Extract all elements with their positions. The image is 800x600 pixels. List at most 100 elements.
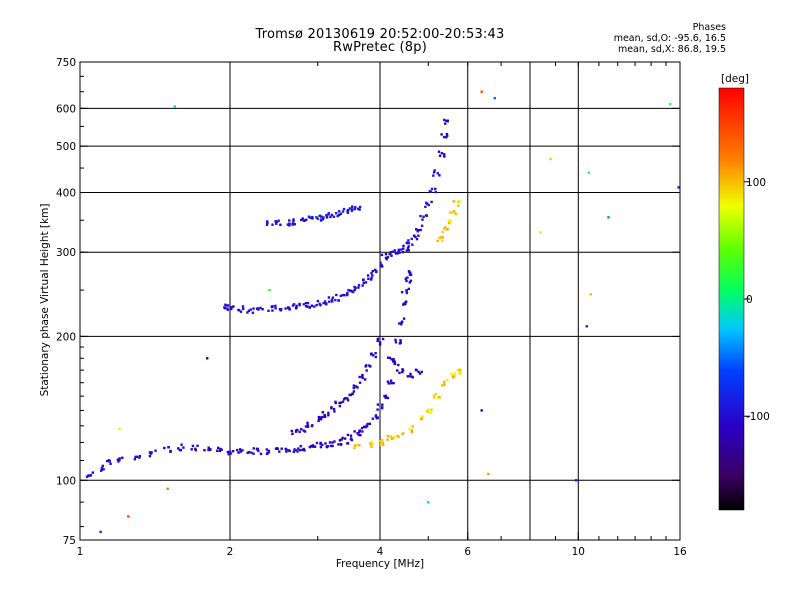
y-tick-label: 200	[56, 331, 76, 343]
y-tick-label: 100	[56, 475, 76, 487]
data-point	[389, 435, 392, 438]
data-point	[417, 234, 420, 237]
data-point	[419, 214, 422, 218]
data-point	[325, 216, 329, 219]
data-point	[292, 303, 296, 306]
data-point	[433, 169, 436, 172]
data-point	[311, 217, 314, 220]
data-point	[278, 450, 281, 453]
data-point	[385, 396, 388, 399]
data-point	[585, 325, 588, 328]
data-point	[256, 448, 259, 451]
y-tick-label: 400	[56, 187, 76, 199]
data-point	[277, 219, 280, 222]
data-point	[353, 288, 356, 292]
data-point	[342, 207, 346, 211]
data-point	[290, 429, 293, 433]
data-point	[327, 414, 330, 417]
data-point	[587, 171, 590, 174]
data-point	[453, 374, 456, 378]
data-point	[330, 298, 334, 302]
chart-title: Tromsø 20130619 20:52:00-20:53:43	[255, 27, 505, 42]
data-point	[241, 449, 244, 452]
data-point	[355, 443, 358, 446]
data-point	[371, 444, 374, 447]
data-point	[291, 223, 294, 226]
data-point	[109, 462, 112, 465]
data-point	[410, 237, 413, 241]
data-point	[355, 385, 358, 388]
data-point	[308, 305, 311, 309]
data-point	[274, 220, 277, 223]
data-point	[391, 250, 394, 253]
data-point	[352, 290, 355, 294]
data-point	[381, 439, 384, 442]
data-point	[344, 437, 347, 440]
data-point	[298, 430, 301, 434]
data-point	[323, 415, 327, 418]
data-point	[418, 372, 422, 375]
data-point	[397, 363, 400, 367]
data-point	[442, 383, 446, 386]
data-point	[445, 119, 448, 122]
data-point	[396, 369, 399, 372]
data-point	[322, 216, 325, 219]
data-point	[237, 309, 241, 312]
data-point	[446, 228, 449, 231]
data-point	[414, 235, 417, 239]
data-point	[251, 311, 255, 314]
data-point	[302, 429, 305, 432]
data-point	[106, 459, 109, 463]
data-point	[376, 408, 379, 411]
data-point	[368, 422, 372, 425]
data-point	[353, 430, 356, 433]
data-point	[339, 294, 342, 297]
data-point	[362, 281, 365, 285]
data-point	[438, 396, 441, 399]
data-point	[352, 390, 356, 393]
data-point	[349, 434, 353, 437]
data-point	[444, 226, 447, 229]
data-point	[305, 218, 308, 221]
data-point	[295, 304, 298, 308]
data-point	[351, 392, 354, 396]
data-point	[332, 407, 336, 411]
data-point	[428, 410, 431, 414]
data-point	[339, 212, 342, 215]
data-point	[425, 410, 429, 413]
data-point	[324, 442, 327, 445]
data-point	[370, 445, 373, 448]
data-point	[404, 277, 407, 280]
data-point	[357, 207, 360, 210]
data-point	[118, 458, 121, 462]
x-tick-label: 4	[377, 546, 384, 558]
data-point	[203, 449, 206, 452]
data-point	[327, 296, 331, 299]
y-tick-label: 500	[56, 141, 76, 153]
data-point	[280, 308, 283, 311]
data-point	[441, 230, 444, 234]
data-point	[411, 243, 414, 246]
data-point	[343, 293, 346, 297]
data-point	[91, 471, 94, 474]
data-point	[358, 381, 362, 384]
data-point	[376, 339, 379, 342]
data-point	[298, 449, 302, 452]
data-point	[239, 450, 242, 453]
data-point	[677, 186, 680, 189]
data-point	[306, 301, 310, 305]
data-point	[346, 399, 350, 402]
data-point	[375, 270, 378, 273]
data-point	[401, 320, 404, 323]
data-point	[445, 133, 449, 136]
data-point	[321, 415, 324, 419]
data-point	[267, 449, 270, 452]
data-point	[407, 249, 410, 252]
data-point	[446, 378, 449, 382]
data-point	[397, 250, 401, 253]
data-point	[420, 415, 423, 418]
data-point	[267, 451, 271, 454]
data-point	[306, 421, 309, 425]
y-tick-label: 750	[56, 57, 76, 69]
data-point	[341, 400, 345, 403]
